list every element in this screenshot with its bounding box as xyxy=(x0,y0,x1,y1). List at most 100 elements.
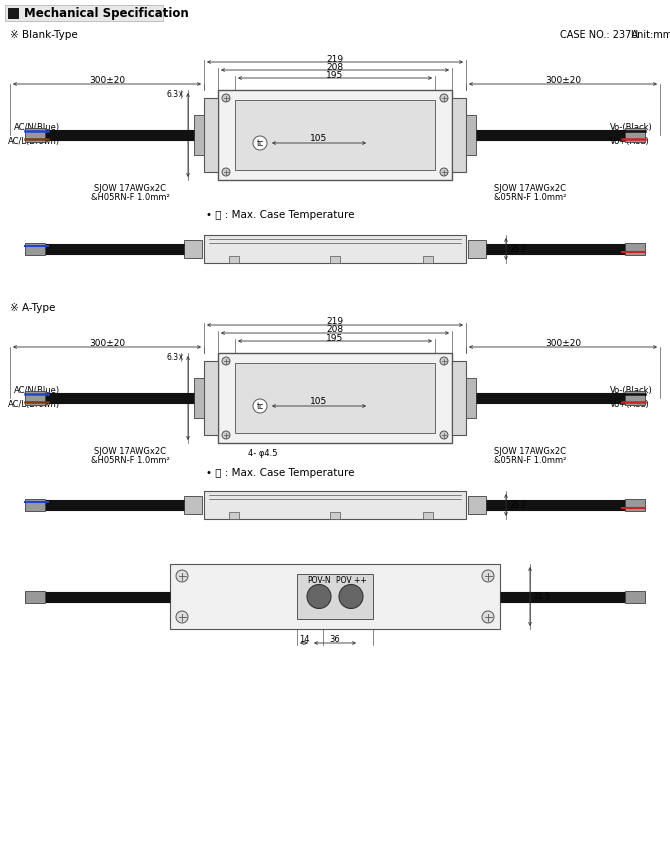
Text: tc: tc xyxy=(257,138,263,148)
Text: 105: 105 xyxy=(310,396,328,406)
Bar xyxy=(204,235,466,263)
Text: 21.5: 21.5 xyxy=(533,592,550,601)
Circle shape xyxy=(253,399,267,413)
Bar xyxy=(184,240,202,258)
Text: Vo-(Black): Vo-(Black) xyxy=(610,122,653,132)
Circle shape xyxy=(176,611,188,623)
Text: 219: 219 xyxy=(326,318,344,327)
Circle shape xyxy=(222,431,230,439)
Text: 208: 208 xyxy=(326,325,344,335)
Bar xyxy=(25,591,45,603)
Bar xyxy=(330,512,340,519)
Text: SJOW 17AWGx2C: SJOW 17AWGx2C xyxy=(494,447,566,456)
Bar xyxy=(204,491,466,519)
Text: AC/L(Brown): AC/L(Brown) xyxy=(8,400,60,408)
Text: SJOW 17AWGx2C: SJOW 17AWGx2C xyxy=(494,183,566,193)
Text: • Ⓣ : Max. Case Temperature: • Ⓣ : Max. Case Temperature xyxy=(206,210,354,220)
Text: 36: 36 xyxy=(330,634,340,644)
Text: 105: 105 xyxy=(310,133,328,143)
Bar xyxy=(229,256,239,263)
Text: 45.5: 45.5 xyxy=(169,131,186,139)
Text: 300±20: 300±20 xyxy=(89,76,125,85)
Circle shape xyxy=(482,611,494,623)
Text: 300±20: 300±20 xyxy=(89,339,125,347)
Circle shape xyxy=(253,136,267,150)
Bar xyxy=(218,90,452,180)
Bar xyxy=(25,243,45,255)
Text: Vo+(Red): Vo+(Red) xyxy=(610,400,650,408)
Text: 219: 219 xyxy=(326,54,344,64)
Bar xyxy=(625,499,645,511)
Text: 300±20: 300±20 xyxy=(545,76,581,85)
Text: AC/N(Blue): AC/N(Blue) xyxy=(14,122,60,132)
Text: 195: 195 xyxy=(326,334,344,342)
Bar xyxy=(170,564,500,629)
Text: 208: 208 xyxy=(326,63,344,71)
Text: 14: 14 xyxy=(299,634,310,644)
Text: CASE NO.: 237A: CASE NO.: 237A xyxy=(560,30,638,40)
Text: Vo+(Red): Vo+(Red) xyxy=(610,137,650,145)
Text: 300±20: 300±20 xyxy=(545,339,581,347)
Circle shape xyxy=(440,168,448,176)
Circle shape xyxy=(440,94,448,102)
Text: Vo-(Black): Vo-(Black) xyxy=(610,385,653,395)
Circle shape xyxy=(222,94,230,102)
Bar xyxy=(625,243,645,255)
Bar xyxy=(423,512,433,519)
Text: Mechanical Specification: Mechanical Specification xyxy=(24,7,189,20)
Text: AC/N(Blue): AC/N(Blue) xyxy=(14,385,60,395)
Text: 45.5: 45.5 xyxy=(169,393,186,402)
Bar xyxy=(25,128,45,142)
Bar xyxy=(194,115,204,155)
Bar xyxy=(235,100,435,170)
Circle shape xyxy=(222,357,230,365)
Text: SJOW 17AWGx2C: SJOW 17AWGx2C xyxy=(94,183,166,193)
Text: 4- φ4.5: 4- φ4.5 xyxy=(248,448,277,458)
Text: &H05RN-F 1.0mm²: &H05RN-F 1.0mm² xyxy=(90,193,170,201)
Text: 6.3: 6.3 xyxy=(167,352,179,362)
Bar xyxy=(184,496,202,514)
Text: POV-N: POV-N xyxy=(307,576,331,585)
Bar xyxy=(452,361,466,435)
Text: 35.2: 35.2 xyxy=(509,245,526,254)
Text: ※ Blank-Type: ※ Blank-Type xyxy=(10,30,78,40)
Text: 6.3: 6.3 xyxy=(167,89,179,98)
Bar xyxy=(25,391,45,405)
Bar xyxy=(466,115,476,155)
Circle shape xyxy=(440,357,448,365)
Text: &05RN-F 1.0mm²: &05RN-F 1.0mm² xyxy=(494,456,566,464)
Circle shape xyxy=(339,584,363,609)
Bar xyxy=(625,128,645,142)
Text: tc: tc xyxy=(257,402,263,411)
Text: SJOW 17AWGx2C: SJOW 17AWGx2C xyxy=(94,447,166,456)
Text: &H05RN-F 1.0mm²: &H05RN-F 1.0mm² xyxy=(90,456,170,464)
Bar xyxy=(194,378,204,418)
Bar xyxy=(468,496,486,514)
Text: Unit:mm: Unit:mm xyxy=(630,30,670,40)
Bar xyxy=(466,378,476,418)
Bar xyxy=(625,591,645,603)
Text: AC/L(Brown): AC/L(Brown) xyxy=(8,137,60,145)
Text: 35.2: 35.2 xyxy=(509,501,526,509)
Circle shape xyxy=(176,570,188,582)
Circle shape xyxy=(440,431,448,439)
Bar xyxy=(229,512,239,519)
Bar xyxy=(25,499,45,511)
Bar xyxy=(5,5,163,21)
Bar xyxy=(235,363,435,433)
Bar xyxy=(423,256,433,263)
Bar xyxy=(218,353,452,443)
Bar xyxy=(625,391,645,405)
Circle shape xyxy=(222,168,230,176)
Bar xyxy=(330,256,340,263)
Bar xyxy=(452,98,466,172)
Bar xyxy=(8,8,19,19)
Text: POV ++: POV ++ xyxy=(336,576,366,585)
Text: ※ A-Type: ※ A-Type xyxy=(10,303,56,313)
Bar xyxy=(468,240,486,258)
Text: &05RN-F 1.0mm²: &05RN-F 1.0mm² xyxy=(494,193,566,201)
Bar xyxy=(204,98,218,172)
Circle shape xyxy=(307,584,331,609)
Text: 45.5: 45.5 xyxy=(169,131,186,139)
Bar xyxy=(297,574,373,619)
